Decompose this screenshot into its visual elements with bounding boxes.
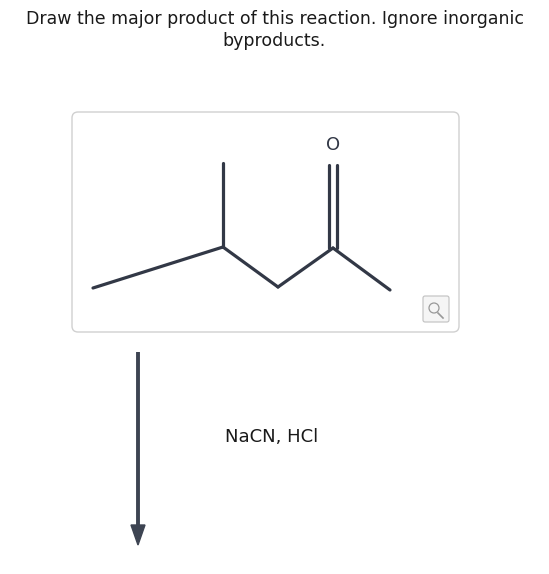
Polygon shape xyxy=(131,525,145,545)
Text: byproducts.: byproducts. xyxy=(223,32,326,50)
FancyBboxPatch shape xyxy=(423,296,449,322)
Text: O: O xyxy=(326,136,340,154)
Text: NaCN, HCl: NaCN, HCl xyxy=(225,428,318,446)
FancyBboxPatch shape xyxy=(72,112,459,332)
Text: Draw the major product of this reaction. Ignore inorganic: Draw the major product of this reaction.… xyxy=(25,10,524,28)
